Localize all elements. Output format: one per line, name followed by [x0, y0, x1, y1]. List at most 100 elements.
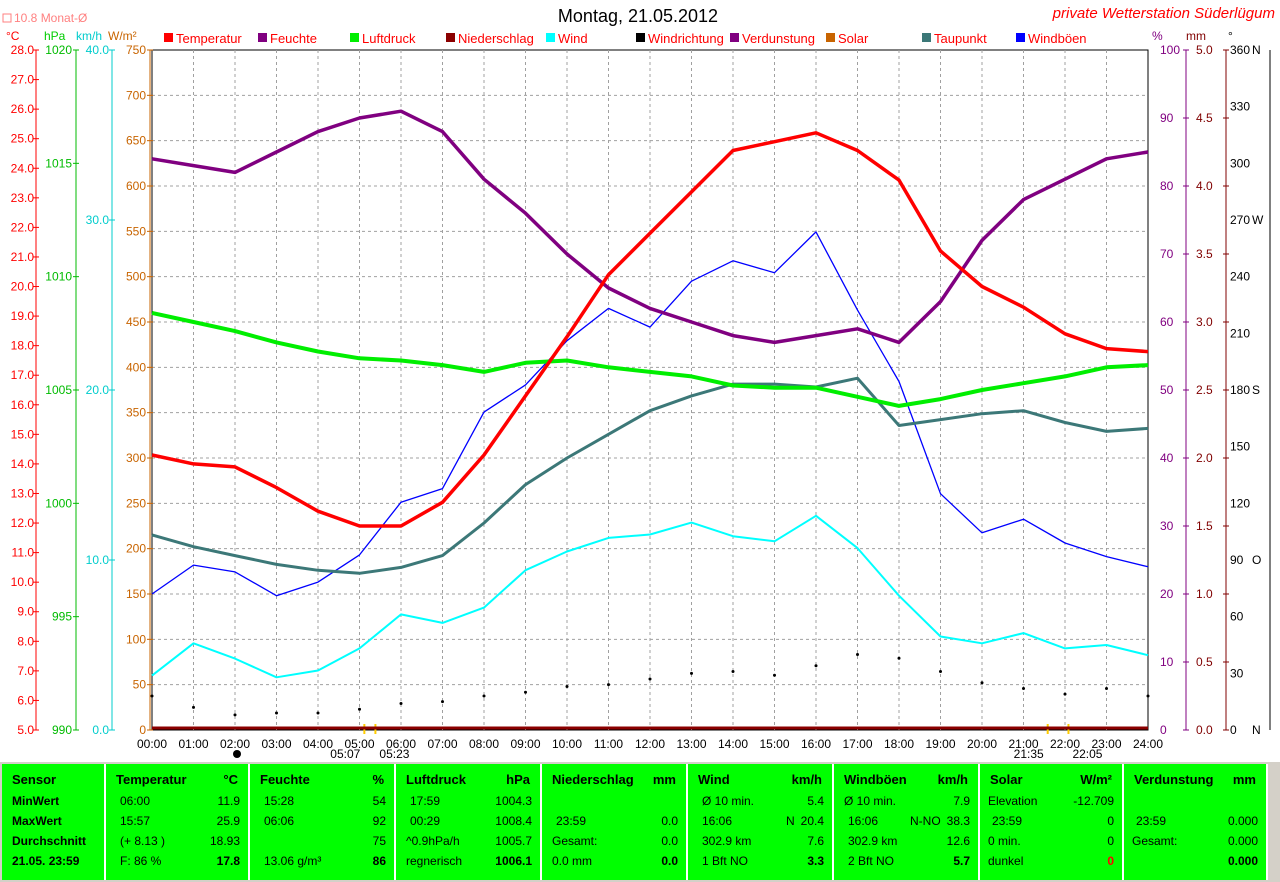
solar-axis-tick-label: 250 — [126, 496, 146, 510]
direction-axis-tick-label: 90 — [1230, 553, 1244, 567]
wind-max-value: 20.4 — [800, 814, 824, 828]
press-trend: ^0.9hPa/h — [406, 834, 460, 848]
wind-direction-point — [690, 671, 693, 675]
solar-axis-tick-label: 600 — [126, 179, 146, 193]
evap-max-time: 23:59 — [1136, 814, 1167, 828]
x-tick-label: 01:00 — [178, 737, 208, 751]
panel-unit: °C — [223, 772, 238, 787]
temperature-series-line — [151, 131, 1149, 528]
sunrise2-label: 05:23 — [379, 747, 409, 761]
wind-current-value: 3.3 — [807, 854, 824, 868]
pressure-axis-tick-label: 1015 — [45, 156, 72, 170]
legend-swatch — [258, 33, 267, 42]
panel-pressure: Luftdruck hPa 17:59 1004.3 00:29 1008.4 ^0… — [396, 764, 542, 880]
x-tick-label: 03:00 — [261, 737, 291, 751]
gust-avg-value: 7.9 — [953, 794, 970, 808]
wind-direction-point — [897, 656, 901, 660]
legend-swatch — [730, 33, 739, 42]
direction-axis-tick-label: 0 — [1230, 723, 1237, 737]
gust-max-value: 38.3 — [946, 814, 970, 828]
legend-label: Solar — [838, 31, 869, 46]
panel-temperature: Temperatur °C 06:00 11.9 15:57 25.9 (+ 8.1… — [106, 764, 250, 880]
panel-wind: Wind km/h Ø 10 min. 5.4 16:06 N 20.4 302.9 … — [688, 764, 834, 880]
precipitation-axis-tick-label: 0.0 — [1196, 723, 1213, 737]
compass-label: W — [1252, 213, 1264, 227]
press-current-value: 1006.1 — [495, 854, 532, 868]
monthly-avg-marker — [2, 13, 12, 23]
pressure-axis-tick-label: 1010 — [45, 270, 72, 284]
precipitation-axis-tick-label: 3.5 — [1196, 247, 1213, 261]
gust-beaufort: 2 Bft NO — [848, 854, 895, 868]
temperature-axis-tick-label: 7.0 — [17, 664, 34, 678]
solar-duration-value: 0 — [1107, 834, 1114, 848]
precip-total-label: Gesamt: — [552, 834, 598, 848]
panel-title: Windböen — [844, 772, 907, 787]
wind-direction-point — [150, 694, 154, 698]
direction-axis-tick-label: 120 — [1230, 496, 1250, 510]
hum-current-value: 86 — [372, 854, 386, 868]
panel-title: Solar — [990, 772, 1023, 787]
precipitation-axis-tick-label: 1.0 — [1196, 587, 1213, 601]
direction-axis-tick-label: 60 — [1230, 610, 1244, 624]
unit-kmh: km/h — [76, 29, 102, 43]
wind-direction-point — [399, 702, 403, 706]
wind-direction-point — [814, 664, 818, 668]
chart-title: Montag, 21.05.2012 — [558, 6, 718, 26]
wind-direction-point — [482, 694, 486, 698]
temperature-axis-tick-label: 12.0 — [11, 516, 35, 530]
x-tick-label: 13:00 — [676, 737, 706, 751]
temp-min-time: 06:00 — [120, 794, 151, 808]
station-name: private Wetterstation Süderlügum — [1052, 5, 1275, 22]
x-tick-label: 11:00 — [594, 737, 623, 751]
hum-avg-value: 75 — [372, 834, 386, 848]
x-tick-label: 06:00 — [386, 737, 416, 751]
solar-axis-tick-label: 350 — [126, 406, 146, 420]
legend-swatch — [164, 33, 173, 42]
solar-duration: 0 min. — [988, 834, 1021, 848]
panel-unit: hPa — [506, 772, 530, 787]
wind-direction-point — [565, 685, 569, 689]
temperature-axis-tick-label: 20.0 — [11, 280, 35, 294]
evap-current-value: 0.000 — [1227, 854, 1258, 868]
wind-direction-point — [856, 652, 859, 656]
wind-direction-point — [1105, 686, 1108, 690]
unit-percent: % — [1152, 29, 1163, 43]
monthly-avg-label: 10.8 Monat-Ø — [14, 11, 87, 25]
compass-label: O — [1252, 553, 1261, 567]
chart-axes: 00:00 01:00 02:00 03:00 04:00 05:00 06:00 07:00… — [11, 43, 1271, 761]
panel-title: Niederschlag — [552, 772, 634, 787]
panel-unit: mm — [652, 772, 676, 787]
chart-grid — [152, 50, 1148, 730]
sunrise-label: 05:07 — [330, 747, 360, 761]
humidity-axis-tick-label: 10 — [1160, 655, 1174, 669]
panel-unit: km/h — [791, 772, 822, 787]
wind-mean-value: 7.6 — [807, 834, 824, 848]
compass-label: N — [1252, 723, 1261, 737]
wind-direction-point — [980, 681, 984, 685]
x-tick-label: 23:00 — [1091, 737, 1121, 751]
temp-range: (+ 8.13 ) — [120, 834, 166, 848]
temperature-axis-tick-label: 22.0 — [11, 220, 35, 234]
temp-avg-value: 18.93 — [209, 834, 240, 848]
wind-axis-tick-label: 20.0 — [86, 383, 110, 397]
x-tick-label: 17:00 — [842, 737, 872, 751]
legend-swatch — [350, 33, 359, 42]
x-tick-label: 04:00 — [303, 737, 333, 751]
chart-series — [150, 109, 1150, 730]
legend-label: Wind — [558, 31, 588, 46]
legend-swatch — [546, 33, 555, 42]
panel-unit: W/m² — [1080, 772, 1112, 787]
pressure-axis-tick-label: 1020 — [45, 43, 72, 57]
humidity-axis-tick-label: 50 — [1160, 383, 1174, 397]
moon-icon — [233, 750, 241, 758]
x-tick-label: 20:00 — [967, 737, 997, 751]
direction-axis-tick-label: 210 — [1230, 326, 1250, 340]
temperature-axis-tick-label: 9.0 — [17, 605, 34, 619]
x-tick-label: 18:00 — [884, 737, 914, 751]
evap-total-value: 0.000 — [1227, 834, 1258, 848]
x-tick-label: 12:00 — [635, 737, 665, 751]
legend-swatch — [1016, 33, 1025, 42]
solar-axis-tick-label: 150 — [126, 587, 146, 601]
legend-label: Windrichtung — [648, 31, 724, 46]
solar-axis-tick-label: 400 — [126, 360, 146, 374]
